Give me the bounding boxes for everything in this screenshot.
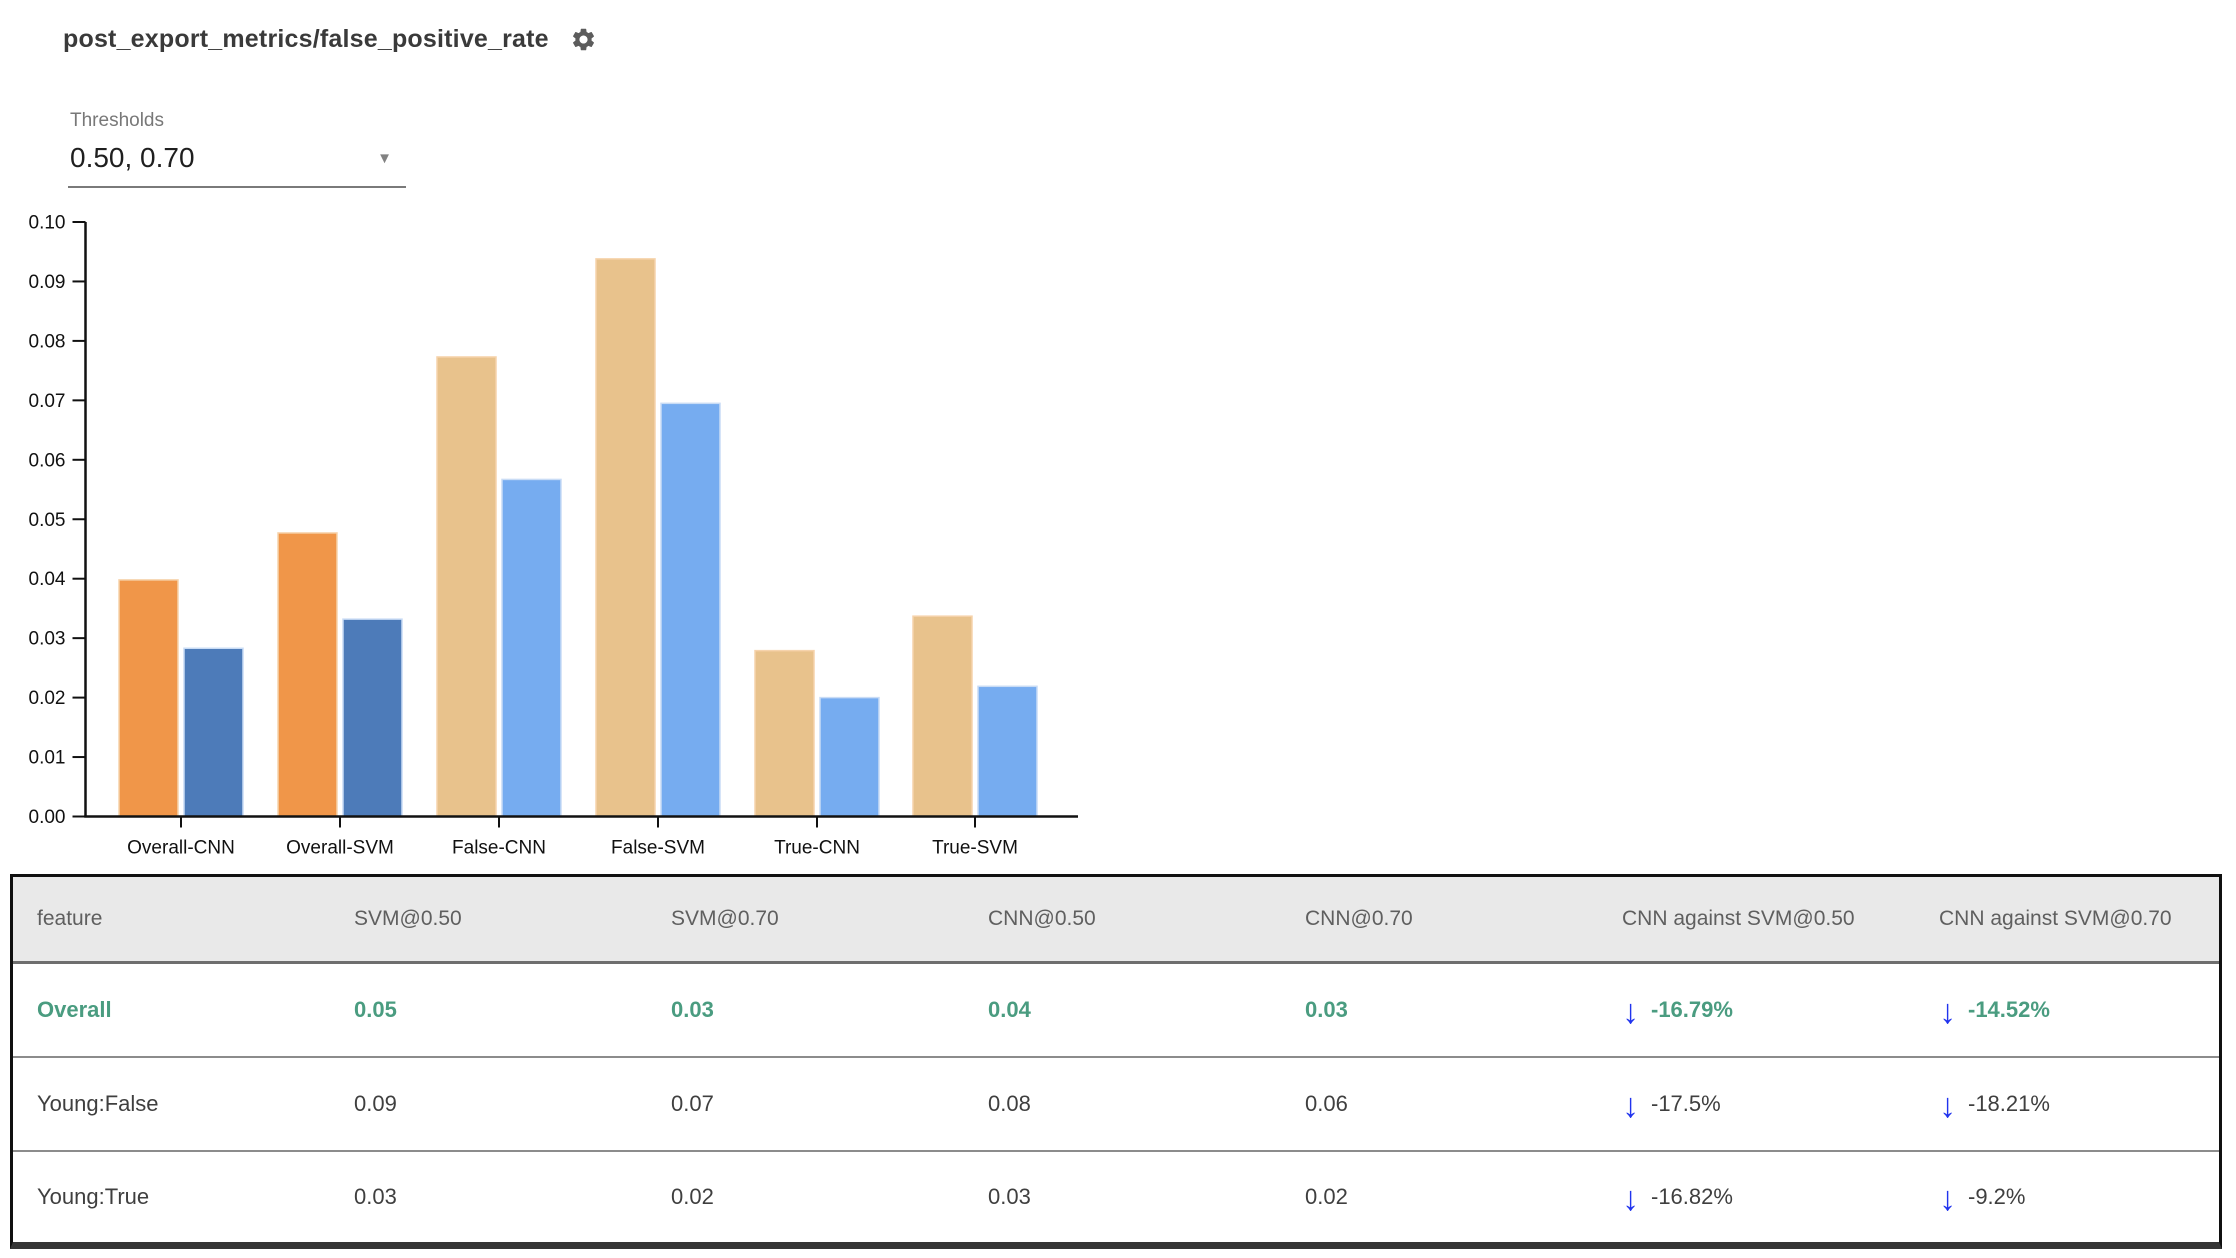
fpr-bar-chart: 0.00 0.01 0.02 0.03 0.04 0.05 0.06 0.07 0.08 0.09… [29,213,1078,859]
metric-header: post_export_metrics/false_positive_rate [63,24,599,54]
comparison-value: -18.21% [1968,1091,2050,1116]
col-header-svm-050: SVM@0.50 [354,907,462,930]
down-arrow-icon: ↓ [1622,1087,1639,1125]
metric-value: 0.02 [1305,1184,1348,1209]
metric-value: 0.07 [671,1091,714,1116]
comparison-value: -16.79% [1651,997,1733,1022]
thresholds-control: Thresholds 0.50, 0.70 ▼ [68,110,406,188]
col-header-cnn-050: CNN@0.50 [988,907,1096,930]
down-arrow-icon: ↓ [1939,1087,1956,1125]
table-row-overall: Overall 0.05 0.03 0.04 0.03 ↓ -16.79% ↓ … [13,964,2219,1058]
comparison-value: -14.52% [1968,997,2050,1022]
chevron-down-icon: ▼ [377,150,392,167]
feature-label: Overall [37,997,112,1022]
down-arrow-icon: ↓ [1622,1180,1639,1218]
y-tick-label: 0.06 [29,450,66,471]
bar-True-SVM-threshold-0.50[interactable] [912,615,973,818]
bar-False-CNN-threshold-0.70[interactable] [501,478,562,818]
y-tick-label: 0.02 [29,688,66,709]
comparison-cell: ↓ -16.79% [1598,993,1915,1031]
y-tick-label: 0.10 [29,213,66,234]
metrics-table: feature SVM@0.50 SVM@0.70 CNN@0.50 CNN@0… [10,874,2222,1249]
thresholds-value: 0.50, 0.70 [70,142,195,173]
x-tick-label-True-SVM: True-SVM [932,838,1018,859]
metric-value: 0.03 [1305,997,1348,1022]
bar-False-SVM-threshold-0.70[interactable] [660,402,721,818]
feature-label: Young:False [37,1091,159,1116]
settings-button[interactable] [569,24,599,54]
y-tick-label: 0.04 [29,569,66,590]
down-arrow-icon: ↓ [1939,1180,1956,1218]
x-tick-label-Overall-SVM: Overall-SVM [286,838,394,859]
feature-label: Young:True [37,1184,150,1209]
y-tick-label: 0.09 [29,272,66,293]
bar-Overall-SVM-threshold-0.50[interactable] [277,532,338,818]
bar-Overall-CNN-threshold-0.70[interactable] [183,647,244,818]
col-header-cnn-vs-svm-070: CNN against SVM@0.70 [1939,907,2172,930]
x-tick-label-False-CNN: False-CNN [452,838,546,859]
table-header-row: feature SVM@0.50 SVM@0.70 CNN@0.50 CNN@0… [13,877,2219,964]
metric-value: 0.02 [671,1184,714,1209]
down-arrow-icon: ↓ [1622,993,1639,1031]
bar-True-SVM-threshold-0.70[interactable] [977,685,1038,818]
bar-False-CNN-threshold-0.50[interactable] [436,356,497,818]
x-tick-label-False-SVM: False-SVM [611,838,705,859]
down-arrow-icon: ↓ [1939,993,1956,1031]
comparison-cell: ↓ -14.52% [1915,993,2219,1031]
comparison-value: -9.2% [1968,1184,2026,1209]
thresholds-label: Thresholds [70,110,164,131]
chart-area: 0.00 0.01 0.02 0.03 0.04 0.05 0.06 0.07 0.08 0.09… [0,200,1120,868]
x-tick-label-Overall-CNN: Overall-CNN [127,838,235,859]
col-header-svm-070: SVM@0.70 [671,907,779,930]
thresholds-dropdown[interactable]: 0.50, 0.70 ▼ [68,140,406,188]
bar-False-SVM-threshold-0.50[interactable] [595,258,656,818]
metric-value: 0.09 [354,1091,397,1116]
y-tick-label: 0.05 [29,510,66,531]
metric-value: 0.03 [354,1184,397,1209]
bar-Overall-SVM-threshold-0.70[interactable] [342,618,403,818]
metric-value: 0.03 [988,1184,1031,1209]
col-header-feature: feature [37,907,103,930]
page-title: post_export_metrics/false_positive_rate [63,24,549,53]
y-tick-label: 0.03 [29,629,66,650]
gear-icon [570,26,597,53]
y-tick-label: 0.07 [29,391,66,412]
y-tick-label: 0.00 [29,807,66,828]
comparison-cell: ↓ -17.5% [1598,1087,1915,1125]
bar-True-CNN-threshold-0.50[interactable] [754,649,815,818]
table-row-young-false: Young:False 0.09 0.07 0.08 0.06 ↓ -17.5%… [13,1058,2219,1152]
metric-value: 0.08 [988,1091,1031,1116]
metric-value: 0.06 [1305,1091,1348,1116]
table-row-young-true: Young:True 0.03 0.02 0.03 0.02 ↓ -16.82%… [13,1152,2219,1242]
x-tick-label-True-CNN: True-CNN [774,838,860,859]
comparison-value: -16.82% [1651,1184,1733,1209]
y-tick-label: 0.08 [29,331,66,352]
metric-value: 0.05 [354,997,397,1022]
col-header-cnn-vs-svm-050: CNN against SVM@0.50 [1622,907,1855,930]
metric-value: 0.04 [988,997,1031,1022]
y-tick-label: 0.01 [29,748,66,769]
col-header-cnn-070: CNN@0.70 [1305,907,1413,930]
comparison-cell: ↓ -9.2% [1915,1180,2219,1218]
bar-True-CNN-threshold-0.70[interactable] [819,696,880,818]
metric-value: 0.03 [671,997,714,1022]
comparison-cell: ↓ -18.21% [1915,1087,2219,1125]
comparison-cell: ↓ -16.82% [1598,1180,1915,1218]
comparison-value: -17.5% [1651,1091,1721,1116]
bar-Overall-CNN-threshold-0.50[interactable] [118,579,179,818]
